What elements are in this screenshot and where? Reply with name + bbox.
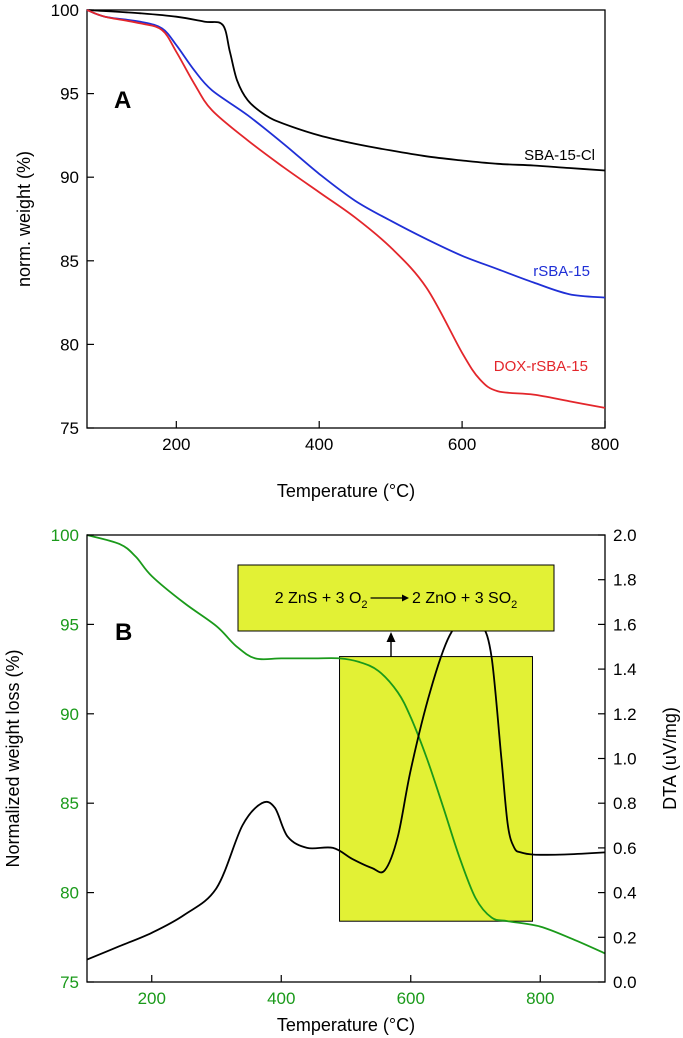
chart-b-xtick-label: 800 xyxy=(526,989,554,1008)
chart-a-ytick-label: 100 xyxy=(51,1,79,20)
chart-b-y2tick-label: 0.8 xyxy=(613,794,637,813)
chart-b-y2tick-label: 0.0 xyxy=(613,973,637,992)
chart-b-ylabel: Normalized weight loss (%) xyxy=(3,649,23,867)
chart-a-frame xyxy=(86,9,606,429)
chart-a-xtick-label: 400 xyxy=(305,435,333,454)
chart-b-y2tick-label: 1.6 xyxy=(613,615,637,634)
chart-a-series-label: DOX-rSBA-15 xyxy=(494,358,588,375)
arrow-up-icon xyxy=(386,632,396,642)
chart-a-xlabel: Temperature (°C) xyxy=(277,481,415,501)
chart-a-panel-letter: A xyxy=(114,87,131,114)
chart-a-series-label: SBA-15-Cl xyxy=(524,147,595,164)
chart-a: 200 400 600 800 75 80 85 90 95 100 Temperature (°C… xyxy=(14,1,619,501)
chart-b-y2tick-label: 1.2 xyxy=(613,705,637,724)
chart-b-reaction-part: 2 xyxy=(361,599,367,611)
chart-b-y2label: DTA (uV/mg) xyxy=(660,707,680,810)
chart-b-ytick-label: 75 xyxy=(60,973,79,992)
chart-b: 200 400 600 800 75 80 85 90 95 100 0.0 0.2 0.4 0.6 0.8… xyxy=(3,526,680,1035)
chart-a-ytick-label: 90 xyxy=(60,168,79,187)
chart-b-y2tick-label: 1.4 xyxy=(613,660,637,679)
chart-a-ylabel: norm. weight (%) xyxy=(14,151,34,287)
chart-a-series-line-rsba-15 xyxy=(86,9,606,299)
chart-b-reaction-part: 2 xyxy=(511,599,517,611)
chart-a-ytick-label: 85 xyxy=(60,252,79,271)
chart-b-ytick-label: 85 xyxy=(60,794,79,813)
chart-b-ytick-label: 80 xyxy=(60,884,79,903)
chart-b-dta-line xyxy=(86,614,606,961)
arrow-right-icon xyxy=(402,594,410,602)
chart-a-ytick-label: 75 xyxy=(60,419,79,438)
chart-b-ytick-label: 100 xyxy=(51,526,79,545)
chart-b-xlabel: Temperature (°C) xyxy=(277,1015,415,1035)
chart-a-series-line-dox-rsba-15 xyxy=(86,9,606,409)
chart-b-y2tick-label: 0.6 xyxy=(613,839,637,858)
chart-b-highlight-region xyxy=(339,656,533,922)
chart-b-y2tick-label: 1.0 xyxy=(613,750,637,769)
chart-a-xtick-label: 200 xyxy=(162,435,190,454)
chart-a-series-label: rSBA-15 xyxy=(533,263,590,280)
chart-a-series-line-sba-15-cl xyxy=(86,9,606,172)
chart-a-xtick-label: 800 xyxy=(591,435,619,454)
chart-a-xtick-label: 600 xyxy=(448,435,476,454)
chart-b-xtick-label: 200 xyxy=(138,989,166,1008)
chart-b-y2tick-label: 2.0 xyxy=(613,526,637,545)
chart-b-reaction-part: 2 ZnO + 3 SO xyxy=(412,590,511,607)
chart-b-ytick-label: 95 xyxy=(60,615,79,634)
chart-b-reaction-text: 2 ZnS + 3 O2 2 ZnO + 3 SO2 xyxy=(275,590,518,611)
chart-b-xtick-label: 600 xyxy=(397,989,425,1008)
chart-b-ytick-label: 90 xyxy=(60,705,79,724)
chart-b-weight-loss-line xyxy=(86,534,606,955)
chart-b-panel-letter: B xyxy=(115,619,132,646)
chart-b-y2tick-label: 1.8 xyxy=(613,571,637,590)
chart-b-y2tick-label: 0.2 xyxy=(613,928,637,947)
chart-b-xtick-label: 400 xyxy=(267,989,295,1008)
chart-b-reaction-part: 2 ZnS + 3 O xyxy=(275,590,362,607)
chart-a-ytick-label: 80 xyxy=(60,335,79,354)
chart-b-y2tick-label: 0.4 xyxy=(613,884,637,903)
chart-a-ytick-label: 95 xyxy=(60,85,79,104)
